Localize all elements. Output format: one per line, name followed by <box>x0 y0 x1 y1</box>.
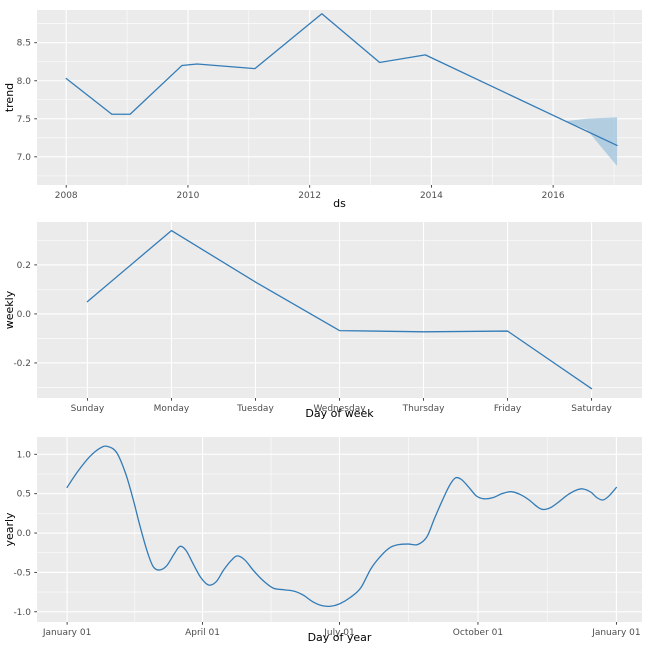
weekly-x-tick-label: Monday <box>154 404 190 414</box>
trend-y-tick-label: 8.0 <box>17 77 32 87</box>
trend-panel: 2008 2010 2012 2014 2016 7.0 7.5 8.0 8.5 ds trend <box>0 0 648 216</box>
trend-x-tick-label: 2016 <box>542 191 565 201</box>
trend-x-tick-label: 2010 <box>176 191 199 201</box>
weekly-x-tick-label: Wednesday <box>313 404 366 414</box>
weekly-chart: Sunday Monday Tuesday Wednesday Thursday Frid… <box>3 222 642 420</box>
weekly-axes: Sunday Monday Tuesday Wednesday Thursday Frid… <box>13 261 612 414</box>
yearly-y-axis-title: yearly <box>3 512 16 547</box>
weekly-gridlines <box>37 222 642 398</box>
trend-y-tick-label: 7.0 <box>17 153 32 163</box>
yearly-chart: January 01 April 01 July 01 October 01 Janua… <box>3 437 642 644</box>
weekly-panel: Sunday Monday Tuesday Wednesday Thursday Frid… <box>0 216 648 432</box>
trend-series-line <box>65 13 618 147</box>
weekly-y-tick-label: 0.0 <box>17 310 32 320</box>
trend-x-tick-label: 2008 <box>55 191 78 201</box>
trend-x-tick-label: 2012 <box>298 191 321 201</box>
yearly-x-tick-label: October 01 <box>453 628 503 638</box>
weekly-x-tick-label: Sunday <box>71 404 105 414</box>
yearly-x-axis-title: Day of year <box>308 631 372 644</box>
trend-y-tick-label: 7.5 <box>17 115 31 125</box>
yearly-y-tick-label: 0.0 <box>17 529 32 539</box>
trend-x-axis-title: ds <box>333 197 346 210</box>
weekly-x-tick-label: Saturday <box>571 404 612 414</box>
yearly-y-tick-label: -1.0 <box>13 608 31 618</box>
yearly-panel: January 01 April 01 July 01 October 01 Janua… <box>0 432 648 648</box>
weekly-x-tick-label: Thursday <box>402 404 446 414</box>
yearly-x-tick-label: January 01 <box>42 628 91 638</box>
yearly-y-tick-label: 0.5 <box>17 490 31 500</box>
trend-chart: 2008 2010 2012 2014 2016 7.0 7.5 8.0 8.5 ds trend <box>3 10 642 210</box>
trend-y-axis-title: trend <box>3 83 16 112</box>
weekly-x-axis-title: Day of week <box>305 407 374 420</box>
yearly-axes: January 01 April 01 July 01 October 01 Janua… <box>13 450 640 638</box>
weekly-y-axis-title: weekly <box>3 290 16 329</box>
yearly-y-tick-label: -0.5 <box>13 568 31 578</box>
yearly-y-tick-label: 1.0 <box>17 450 32 460</box>
weekly-x-tick-label: Friday <box>494 404 522 414</box>
yearly-x-tick-label: April 01 <box>185 628 220 638</box>
trend-axes: 2008 2010 2012 2014 2016 7.0 7.5 8.0 8.5 <box>17 39 565 201</box>
weekly-y-tick-label: -0.2 <box>13 359 31 369</box>
yearly-gridlines <box>37 437 642 622</box>
trend-uncertainty-band <box>565 117 618 166</box>
weekly-series-line <box>86 229 593 390</box>
trend-x-tick-label: 2014 <box>420 191 443 201</box>
trend-gridlines <box>37 10 642 185</box>
weekly-y-tick-label: 0.2 <box>17 261 31 271</box>
yearly-x-tick-label: July 01 <box>323 628 355 638</box>
weekly-x-tick-label: Tuesday <box>236 404 274 414</box>
trend-y-tick-label: 8.5 <box>17 39 31 49</box>
trend-plot-area <box>37 10 642 185</box>
yearly-x-tick-label: January 01 <box>591 628 640 638</box>
yearly-series-line <box>66 445 618 608</box>
